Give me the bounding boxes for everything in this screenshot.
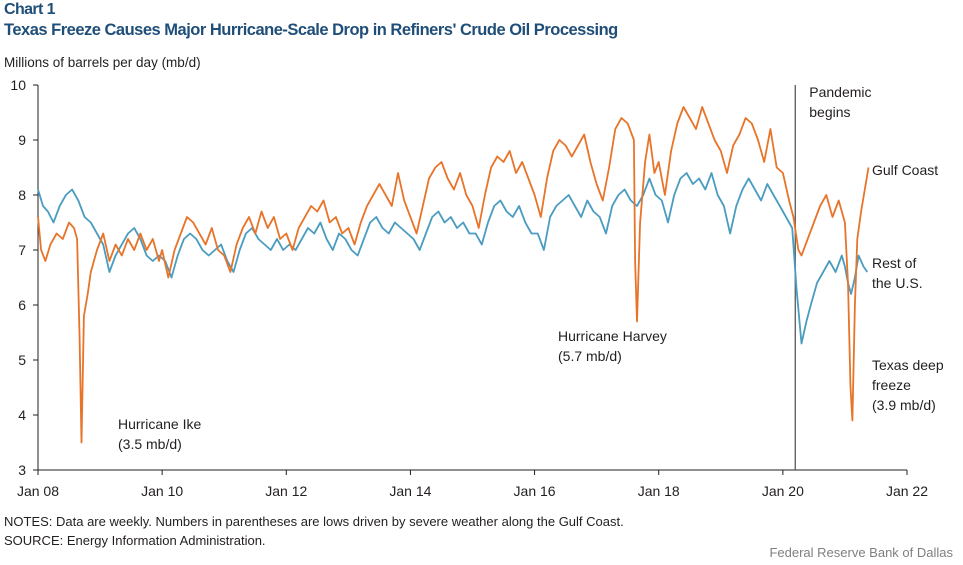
footer-source: SOURCE: Energy Information Administratio… <box>4 533 266 548</box>
y-tick-label: 7 <box>18 242 26 258</box>
gulf-coast-line <box>37 106 870 444</box>
x-tick-label: Jan 08 <box>17 483 59 499</box>
hurricane-harvey-annotation: Hurricane Harvey (5.7 mb/d) <box>558 328 667 364</box>
footer-notes: NOTES: Data are weekly. Numbers in paren… <box>4 514 624 529</box>
rest-of-us-series-label: Rest of the U.S. <box>872 255 923 291</box>
footer-credit: Federal Reserve Bank of Dallas <box>769 545 953 560</box>
y-tick-label: 3 <box>18 462 26 478</box>
hurricane-ike-annotation: Hurricane Ike (3.5 mb/d) <box>118 416 201 452</box>
y-tick-label: 8 <box>18 187 26 203</box>
x-tick-label: Jan 12 <box>265 483 307 499</box>
x-tick-label: Jan 14 <box>389 483 431 499</box>
texas-freeze-annotation: Texas deep freeze (3.9 mb/d) <box>872 357 944 413</box>
y-tick-label: 9 <box>18 132 26 148</box>
chart-annotations: Hurricane Ike (3.5 mb/d) Hurricane Harvey(… <box>118 84 944 452</box>
x-tick-label: Jan 20 <box>762 483 804 499</box>
y-tick-label: 10 <box>10 77 26 93</box>
chart-number: Chart 1 <box>4 1 56 18</box>
line-chart: 3 4 5 6 7 8 9 10 Jan 08 Jan 10 Jan 12 Jan 14 Jan 16 J… <box>10 77 944 499</box>
gulf-coast-series-label: Gulf Coast <box>872 162 938 178</box>
y-tick-label: 6 <box>18 297 26 313</box>
x-tick-label: Jan 22 <box>886 483 928 499</box>
x-tick-label: Jan 16 <box>514 483 556 499</box>
x-tick-label: Jan 18 <box>638 483 680 499</box>
pandemic-annotation: Pandemic begins <box>809 84 871 120</box>
rest-of-us-line <box>37 172 869 345</box>
chart-title: Texas Freeze Causes Major Hurricane-Scal… <box>4 21 618 39</box>
series-lines <box>37 106 870 444</box>
y-tick-label: 5 <box>18 352 26 368</box>
y-tick-label: 4 <box>18 407 26 423</box>
y-axis-units-label: Millions of barrels per day (mb/d) <box>4 55 201 70</box>
x-tick-label: Jan 10 <box>141 483 183 499</box>
